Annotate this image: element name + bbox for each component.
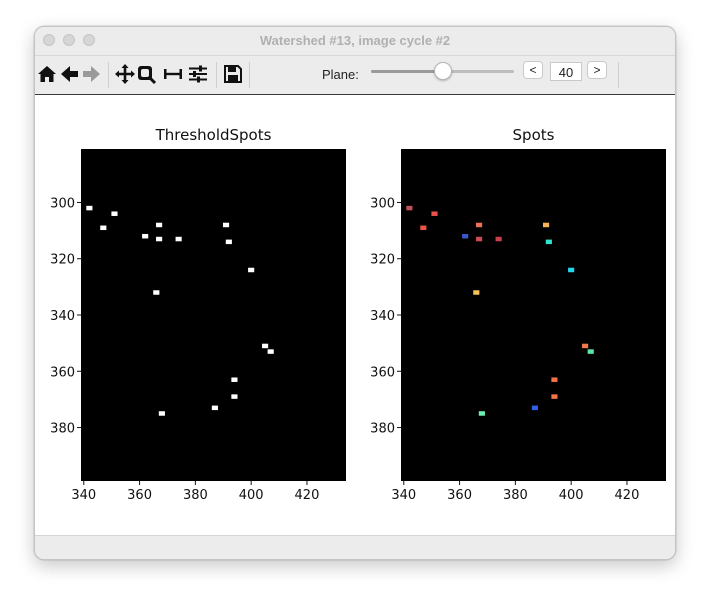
y-tick-label: 380 <box>50 422 75 437</box>
spot-marker <box>222 222 230 228</box>
y-tick-label: 380 <box>370 422 395 437</box>
spot-marker <box>175 236 182 242</box>
pan-icon <box>115 64 135 84</box>
spot-marker <box>476 236 483 242</box>
spot-marker <box>111 211 118 216</box>
spot-marker <box>568 267 575 273</box>
toolbar-separator <box>216 62 217 88</box>
figure-canvas[interactable]: ThresholdSpots 340 360 380 400 420 300 320 340 36… <box>35 95 675 535</box>
toolbar-separator <box>249 62 250 88</box>
x-tick-label: 340 <box>71 488 96 503</box>
chart-panel-1: ThresholdSpots 340 360 380 400 420 300 320 340 36… <box>50 126 346 503</box>
spot-marker <box>248 267 255 273</box>
home-icon <box>38 66 56 82</box>
spot-marker <box>478 411 485 416</box>
spot-marker <box>545 239 552 245</box>
x-tick-label: 420 <box>295 488 320 503</box>
spot-marker <box>142 233 149 239</box>
x-tick-label: 360 <box>127 488 152 503</box>
home-button[interactable] <box>35 61 59 87</box>
zoom-window-button[interactable] <box>83 34 95 46</box>
status-bar <box>35 535 675 559</box>
plane-next-button[interactable]: > <box>587 61 607 79</box>
save-button[interactable] <box>221 61 245 87</box>
spot-marker <box>582 343 589 349</box>
spot-marker <box>462 233 469 239</box>
close-window-button[interactable] <box>43 34 55 46</box>
spot-marker <box>431 211 438 216</box>
subplots-button[interactable] <box>161 61 185 87</box>
spot-marker <box>231 394 238 399</box>
subplots-icon <box>164 69 182 79</box>
chart-panel-2: Spots 340 360 380 400 420 300 320 340 360 380 <box>370 126 666 503</box>
x-tick-label: 380 <box>183 488 208 503</box>
plane-slider-fill <box>371 70 443 73</box>
spot-marker <box>587 349 594 354</box>
forward-button[interactable] <box>80 61 104 87</box>
plane-slider-knob[interactable] <box>433 62 452 80</box>
window-title: Watershed #13, image cycle #2 <box>259 33 451 48</box>
figure: ThresholdSpots 340 360 380 400 420 300 320 340 36… <box>50 126 666 503</box>
x-tick-label: 380 <box>503 488 528 503</box>
x-tick-label: 360 <box>447 488 472 503</box>
spot-marker <box>267 349 274 354</box>
y-tick-label: 340 <box>50 309 75 324</box>
spot-marker <box>153 290 160 295</box>
pan-button[interactable] <box>113 61 137 87</box>
plane-slider[interactable] <box>371 62 514 80</box>
y-tick-label: 360 <box>370 365 395 380</box>
toolbar-separator <box>108 62 109 88</box>
configure-button[interactable] <box>186 61 210 87</box>
y-tick-label: 340 <box>370 309 395 324</box>
spot-marker <box>495 236 502 242</box>
spot-marker <box>531 405 538 411</box>
spot-marker <box>231 377 238 382</box>
spot-marker <box>211 405 218 411</box>
spot-marker <box>225 239 232 245</box>
app-window: Watershed #13, image cycle #2 <box>34 26 676 560</box>
plot-area <box>81 149 346 481</box>
x-tick-label: 400 <box>559 488 584 503</box>
y-tick-label: 320 <box>370 253 395 268</box>
spot-marker <box>86 205 93 211</box>
toolbar-separator <box>618 62 619 88</box>
save-icon <box>224 65 242 83</box>
minimize-window-button[interactable] <box>63 34 75 46</box>
spot-marker <box>158 411 165 416</box>
forward-icon <box>83 66 100 82</box>
spot-marker <box>156 222 163 228</box>
spot-marker <box>551 377 558 382</box>
x-tick-label: 420 <box>615 488 640 503</box>
zoom-icon <box>138 66 157 85</box>
chart-title: ThresholdSpots <box>155 126 272 144</box>
zoom-to-rect-button[interactable] <box>134 61 158 87</box>
spot-marker <box>551 394 558 399</box>
x-tick-label: 400 <box>239 488 264 503</box>
plane-prev-button[interactable]: < <box>523 61 543 79</box>
chart-title: Spots <box>513 126 555 144</box>
spot-marker <box>156 236 163 242</box>
y-tick-label: 300 <box>370 196 395 211</box>
spot-marker <box>542 222 550 228</box>
title-bar: Watershed #13, image cycle #2 <box>35 27 675 56</box>
spot-marker <box>473 290 480 295</box>
plane-label: Plane: <box>322 67 359 82</box>
y-tick-label: 320 <box>50 253 75 268</box>
plot-area <box>401 149 666 481</box>
back-icon <box>61 66 78 82</box>
spot-marker <box>100 225 107 231</box>
spot-marker <box>406 205 413 211</box>
spot-marker <box>420 225 427 231</box>
y-tick-label: 360 <box>50 365 75 380</box>
spot-marker <box>262 343 269 349</box>
plane-input[interactable]: 40 <box>550 62 582 81</box>
spot-marker <box>476 222 483 228</box>
back-button[interactable] <box>57 61 81 87</box>
configure-icon <box>189 65 207 83</box>
x-tick-label: 340 <box>391 488 416 503</box>
y-tick-label: 300 <box>50 196 75 211</box>
